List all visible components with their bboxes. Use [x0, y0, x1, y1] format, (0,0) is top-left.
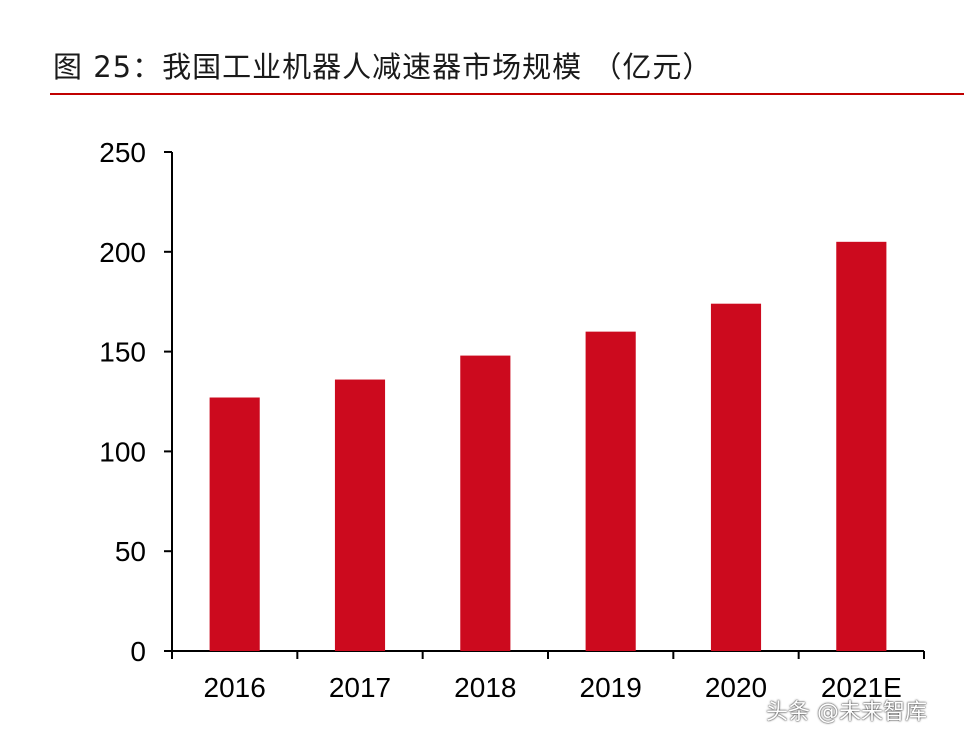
x-tick-label: 2018 — [454, 672, 516, 703]
y-tick-label: 100 — [99, 436, 146, 467]
bar-2020 — [710, 303, 762, 651]
bars — [209, 241, 887, 651]
watermark: 头条 @未来智库 — [766, 700, 927, 725]
y-tick-label: 50 — [115, 536, 146, 567]
bar-2017 — [334, 379, 386, 651]
x-tick-label: 2020 — [705, 672, 767, 703]
x-tick-label: 2019 — [580, 672, 642, 703]
y-tick-label: 200 — [99, 237, 146, 268]
chart-title: 图 25：我国工业机器人减速器市场规模 （亿元） — [53, 50, 713, 84]
bar-2018 — [460, 355, 511, 651]
y-tick-label: 250 — [99, 137, 146, 168]
y-tick-labels: 0 50 100 150 200 250 — [99, 137, 146, 667]
x-tick-label: 2016 — [204, 672, 266, 703]
x-tick-labels: 2016 2017 2018 2019 2020 2021E — [204, 672, 902, 703]
x-tick-label: 2021E — [821, 672, 902, 703]
bar-2016 — [209, 397, 260, 651]
y-tick-label: 150 — [99, 337, 146, 368]
title-divider — [50, 93, 964, 95]
x-tick-label: 2017 — [329, 672, 391, 703]
bar-2019 — [585, 331, 636, 651]
bar-2021E — [836, 241, 887, 651]
axes — [164, 151, 925, 659]
y-tick-label: 0 — [130, 636, 146, 667]
